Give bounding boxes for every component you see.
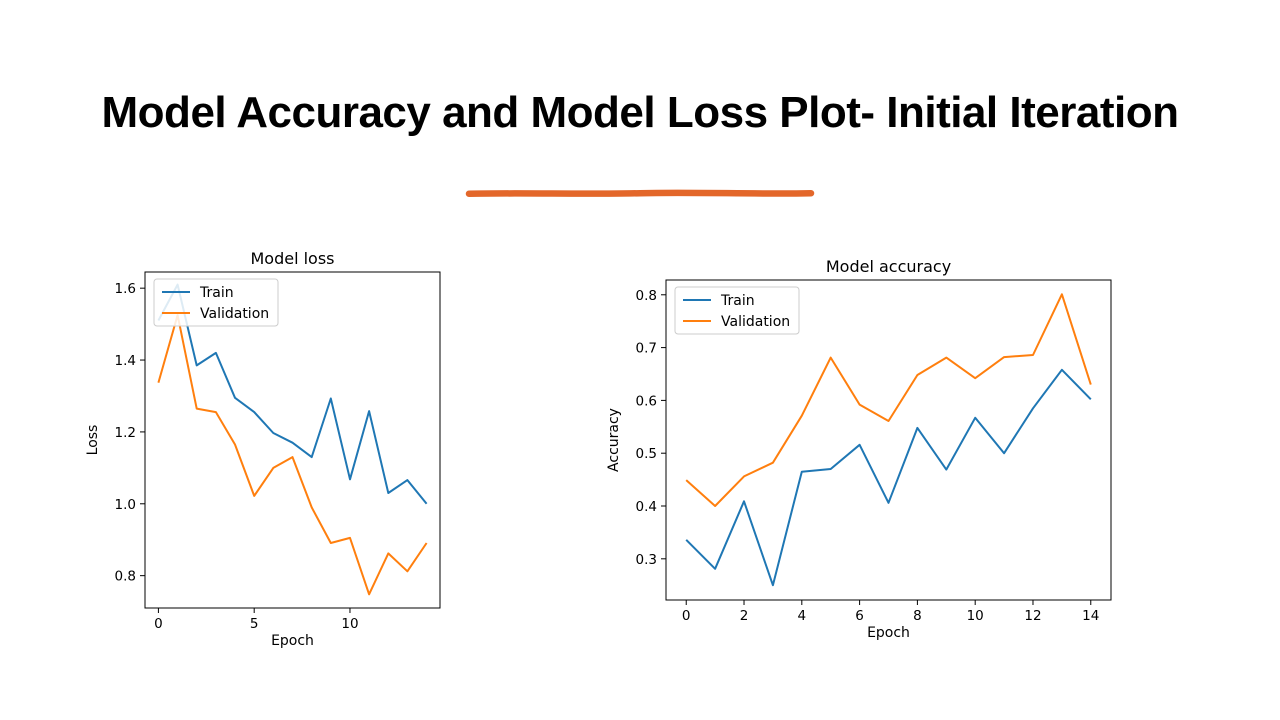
x-tick-label: 2	[740, 608, 749, 624]
chart-title: Model accuracy	[826, 257, 951, 276]
legend	[674, 286, 800, 335]
y-tick-label: 0.8	[115, 569, 136, 585]
y-tick-label: 0.4	[636, 499, 657, 515]
legend	[153, 278, 279, 327]
legend-label-train: Train	[199, 285, 234, 301]
slide-title: Model Accuracy and Model Loss Plot- Init…	[101, 88, 1179, 137]
y-tick-label: 0.6	[636, 393, 657, 409]
y-tick-label: 0.3	[636, 552, 657, 568]
y-axis-label: Accuracy	[606, 408, 622, 472]
y-tick-label: 0.5	[636, 446, 657, 462]
accuracy-chart: Model accuracy 0 2 4 6 8 10 12 14 0.3 0.4 0.5 0.6 0.7…	[606, 257, 1112, 641]
x-axis-label: Epoch	[271, 633, 314, 649]
chart-title: Model loss	[250, 249, 334, 268]
x-tick-label: 6	[855, 608, 864, 624]
x-tick-label: 0	[682, 608, 691, 624]
y-tick-label: 1.0	[115, 497, 136, 513]
plot-frame	[144, 271, 441, 609]
x-tick-label: 14	[1082, 608, 1099, 624]
x-axis-label: Epoch	[867, 625, 910, 641]
y-tick-label: 1.6	[115, 281, 136, 297]
y-tick-label: 0.7	[636, 341, 657, 357]
x-tick-label: 5	[250, 616, 259, 632]
y-tick-label: 0.8	[636, 288, 657, 304]
loss-chart: Model loss 0 5 10 0.8 1.0 1.2 1.4 1.6 Epoch Loss Tr…	[85, 249, 441, 649]
x-tick-label: 12	[1024, 608, 1041, 624]
x-tick-label: 8	[913, 608, 922, 624]
series-line-validation	[685, 293, 1092, 507]
accent-underline	[465, 189, 815, 198]
x-tick-label: 4	[798, 608, 807, 624]
legend-label-train: Train	[720, 293, 755, 309]
series-line-train	[685, 368, 1092, 587]
x-tick-label: 10	[967, 608, 984, 624]
series-line-train	[157, 283, 428, 505]
y-tick-label: 1.4	[115, 353, 136, 369]
legend-label-validation: Validation	[200, 306, 269, 322]
legend-label-validation: Validation	[721, 314, 790, 330]
plot-frame	[665, 279, 1112, 601]
x-tick-label: 10	[341, 616, 358, 632]
y-axis-label: Loss	[85, 425, 101, 456]
y-tick-label: 1.2	[115, 425, 136, 441]
series-line-validation	[157, 314, 428, 596]
x-tick-label: 0	[154, 616, 163, 632]
